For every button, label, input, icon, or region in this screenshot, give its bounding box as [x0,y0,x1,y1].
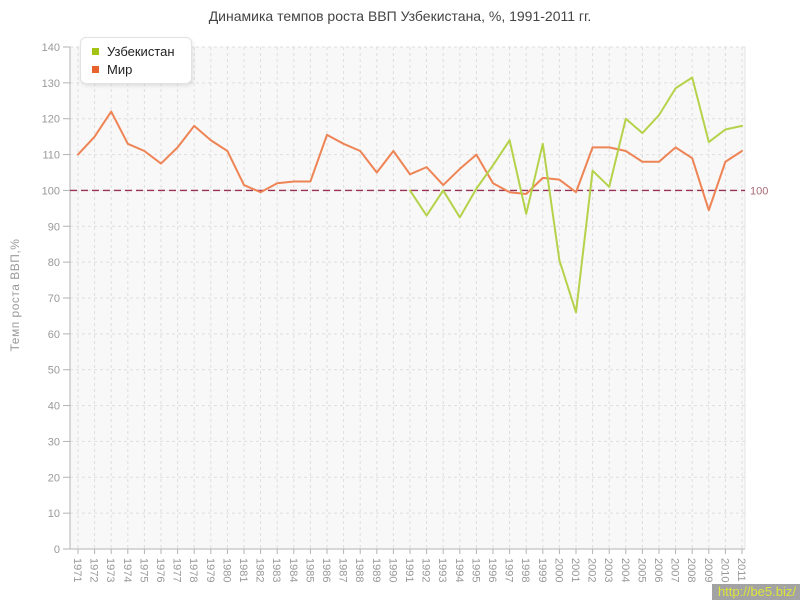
x-tick-label: 1993 [436,558,448,582]
reference-line-label: 100 [750,185,768,197]
y-tick-label: 140 [42,42,60,54]
chart-legend: Узбекистан Мир [80,37,192,84]
legend-item-uzbekistan[interactable]: Узбекистан [92,44,175,59]
x-tick-label: 2007 [669,558,681,582]
watermark-link[interactable]: http://be5.biz/ [711,584,800,600]
x-tick-label: 1972 [88,558,100,582]
x-tick-label: 1987 [337,558,349,582]
x-tick-label: 1975 [137,558,149,582]
x-tick-label: 1994 [453,558,465,582]
legend-label-mir: Мир [107,62,133,77]
x-tick-label: 2000 [552,558,564,582]
y-tick-label: 10 [48,508,60,520]
x-tick-label: 1998 [519,558,531,582]
x-tick-label: 1974 [121,558,133,582]
x-tick-label: 1999 [536,558,548,582]
x-tick-label: 1981 [237,558,249,582]
x-tick-label: 2003 [602,558,614,582]
x-tick-label: 1985 [303,558,315,582]
x-tick-label: 1984 [287,558,299,582]
y-tick-label: 130 [42,78,60,90]
x-tick-label: 1990 [386,558,398,582]
x-tick-label: 1991 [403,558,415,582]
y-tick-label: 80 [48,257,60,269]
legend-swatch-mir-icon [92,66,99,73]
chart-title: Динамика темпов роста ВВП Узбекистана, %… [208,8,592,24]
y-tick-label: 110 [42,150,60,162]
x-tick-label: 2011 [735,558,747,582]
x-tick-label: 1997 [503,558,515,582]
x-tick-label: 2004 [619,558,631,582]
x-tick-label: 1976 [154,558,166,582]
y-tick-label: 50 [48,365,60,377]
x-tick-label: 1973 [104,558,116,582]
x-tick-label: 2010 [718,558,730,582]
x-tick-label: 1977 [171,558,183,582]
y-tick-label: 0 [54,544,60,556]
x-tick-label: 1983 [270,558,282,582]
y-tick-label: 30 [48,436,60,448]
series-line-mir [77,110,743,212]
x-tick-label: 1996 [486,558,498,582]
x-tick-label: 1982 [254,558,266,582]
legend-item-mir[interactable]: Мир [92,62,175,77]
x-tick-label: 1979 [204,558,216,582]
x-tick-label: 1986 [320,558,332,582]
x-tick-label: 2008 [685,558,697,582]
x-tick-label: 2002 [586,558,598,582]
x-tick-label: 2005 [635,558,647,582]
y-tick-label: 100 [42,185,60,197]
x-tick-label: 1978 [187,558,199,582]
series-line-uzbekistan [409,76,743,314]
y-tick-label: 70 [48,293,60,305]
x-tick-label: 2009 [702,558,714,582]
legend-label-uzbekistan: Узбекистан [107,44,175,59]
y-tick-label: 120 [42,114,60,126]
x-tick-label: 1980 [220,558,232,582]
x-tick-label: 1971 [71,558,83,582]
x-tick-label: 1988 [353,558,365,582]
y-tick-label: 20 [48,472,60,484]
y-tick-label: 60 [48,329,60,341]
x-tick-label: 2001 [569,558,581,582]
y-tick-label: 40 [48,401,60,413]
legend-swatch-uzbekistan-icon [92,48,99,55]
x-tick-label: 1992 [420,558,432,582]
y-tick-label: 90 [48,221,60,233]
x-tick-label: 2006 [652,558,664,582]
x-tick-label: 1995 [469,558,481,582]
x-tick-label: 1989 [370,558,382,582]
